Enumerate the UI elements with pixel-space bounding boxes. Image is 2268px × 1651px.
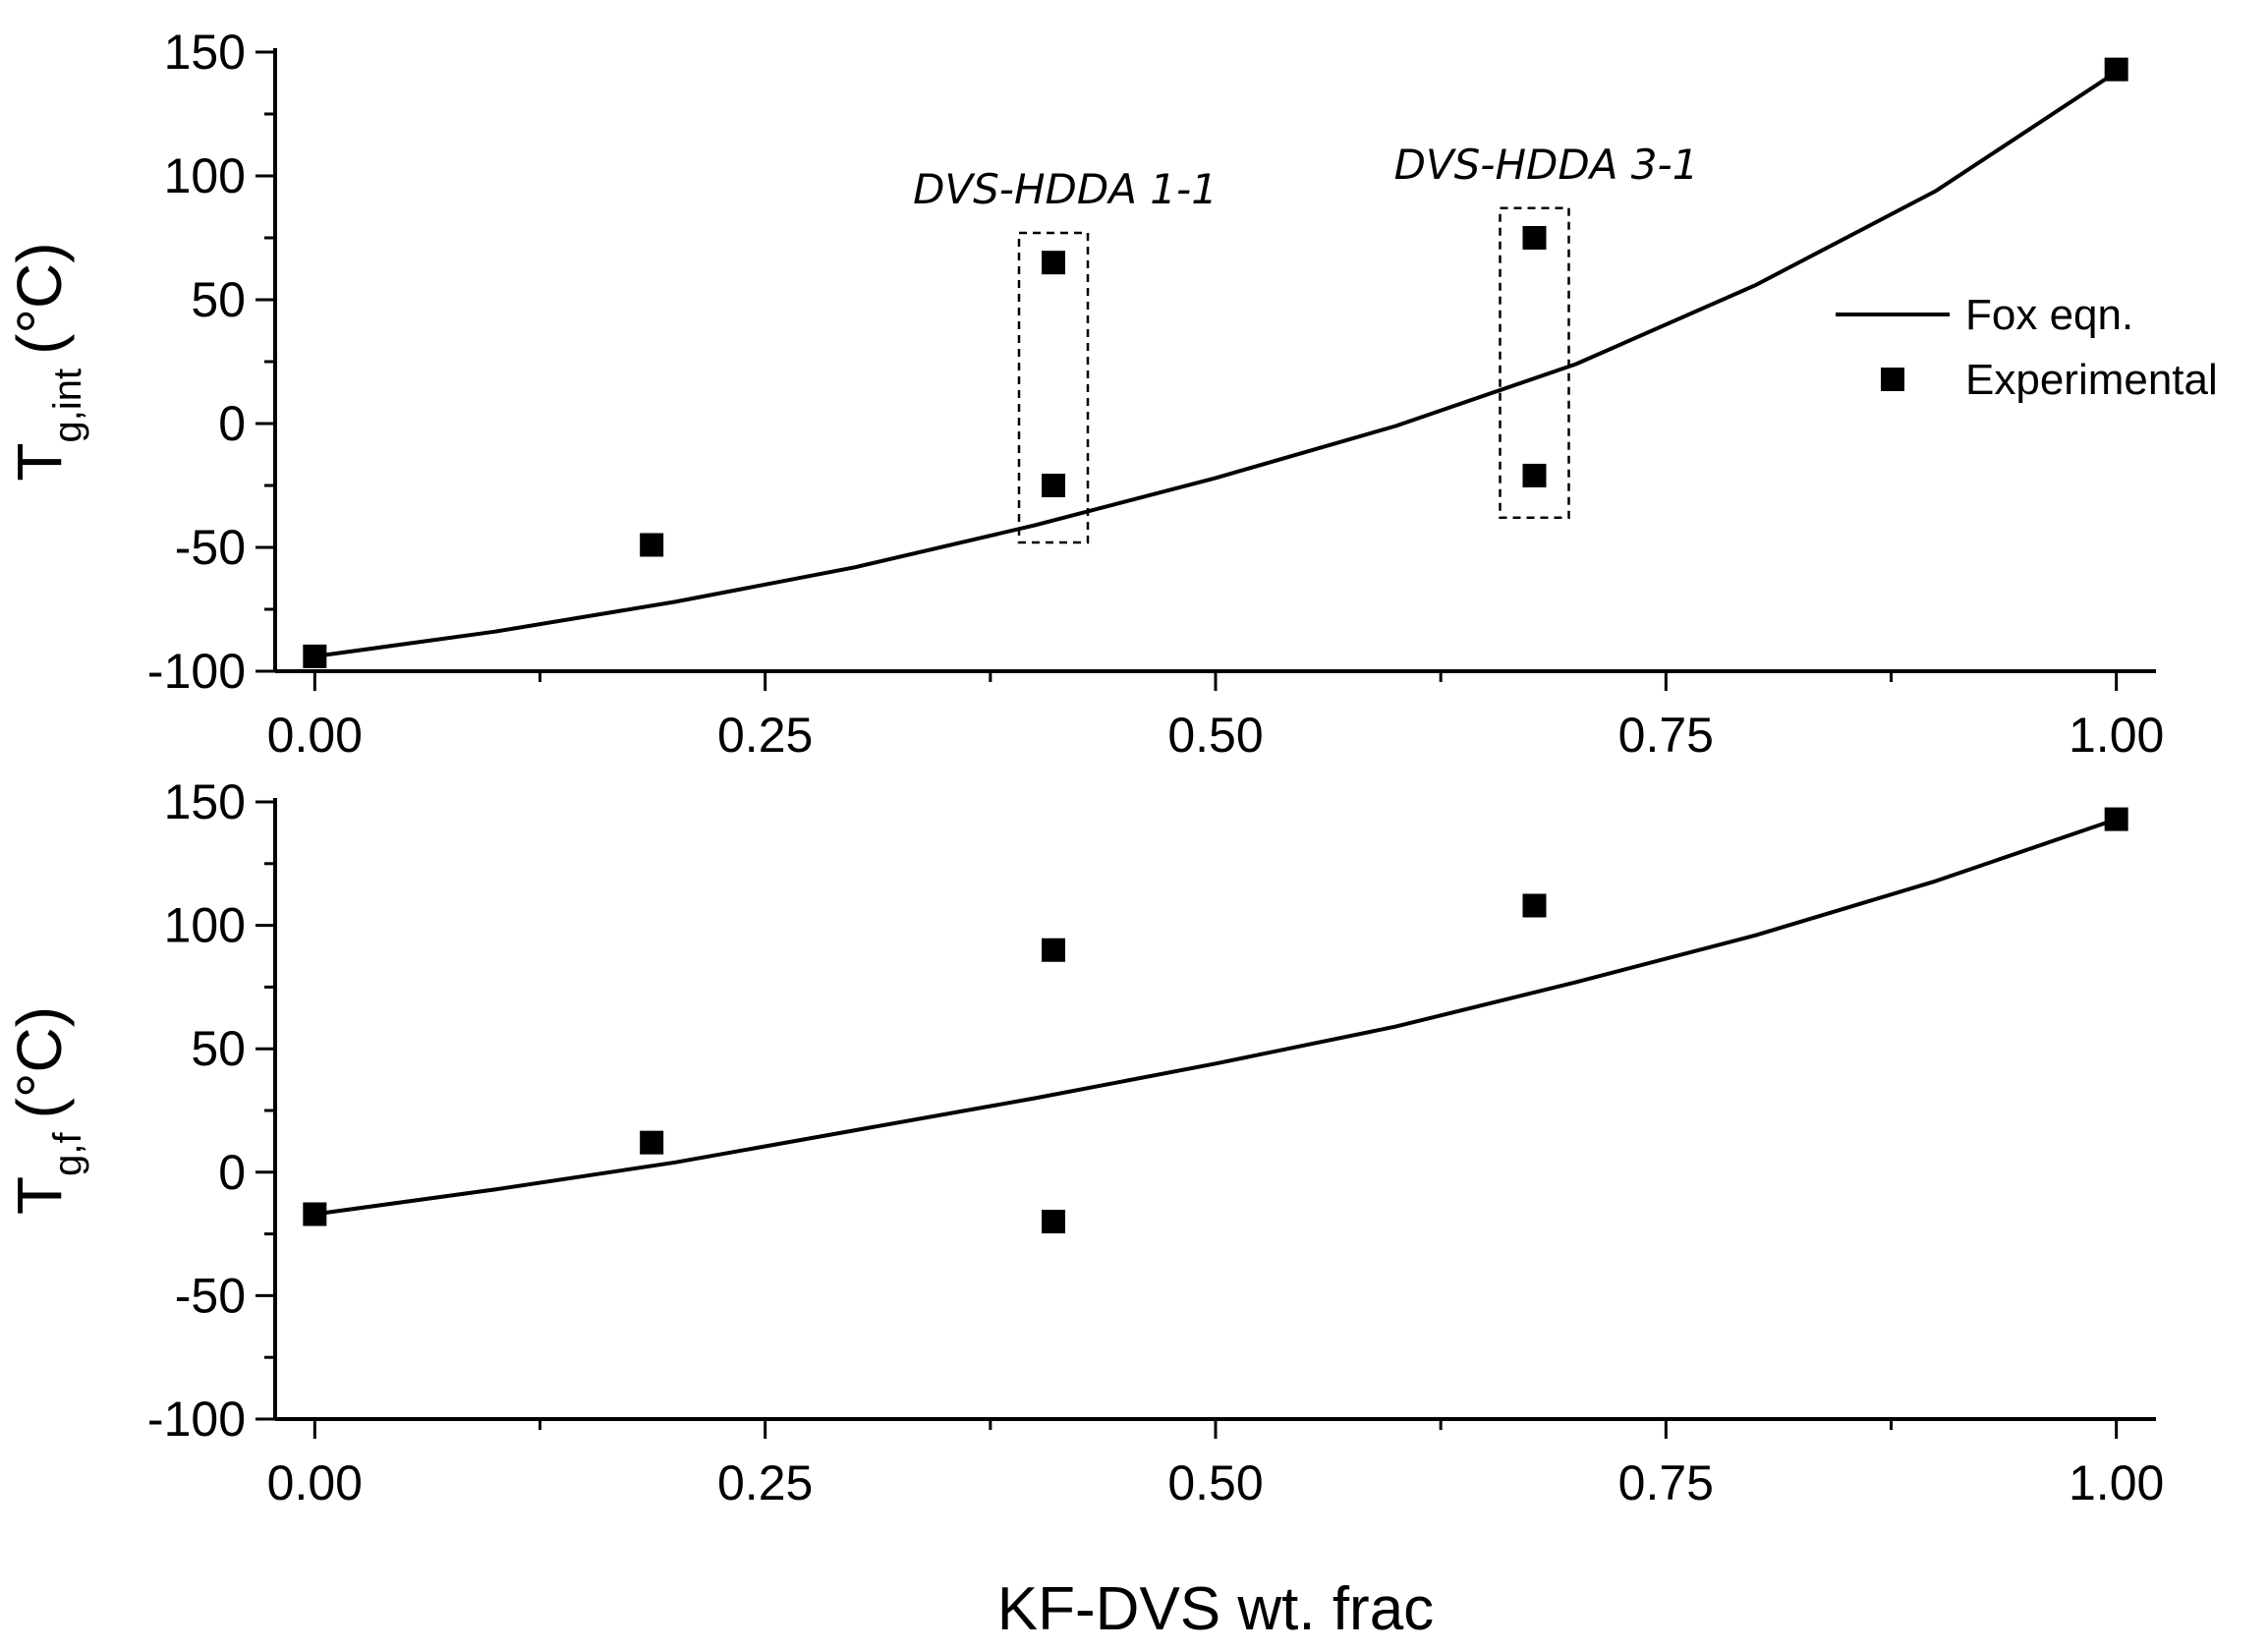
experimental-point: [2104, 57, 2128, 82]
y-tick-label: 100: [164, 148, 246, 203]
experimental-point: [1042, 938, 1065, 962]
experimental-point: [1042, 251, 1065, 275]
experimental-point: [303, 1202, 327, 1226]
y-tick-label: -100: [147, 1392, 246, 1447]
x-tick-label: 0.25: [717, 1455, 813, 1510]
panel-bottom: -100 -50 0 50 100 150 0.00 0.25 0.50 0.75 1.00 Tg,f…: [4, 774, 2164, 1643]
fox-eqn-line: [314, 70, 2118, 658]
y-tick-label: -100: [147, 644, 246, 699]
y-tick-label: -50: [175, 520, 246, 575]
y-tick-label: 0: [218, 1145, 246, 1200]
legend-square-symbol: [1881, 368, 1904, 391]
experimental-point: [303, 644, 327, 668]
legend-label: Experimental: [1965, 356, 2218, 404]
experimental-point: [1042, 1210, 1065, 1234]
y-tick-label: 150: [164, 25, 246, 80]
experimental-point: [1522, 463, 1547, 487]
annotation-label: DVS-HDDA 1-1: [913, 165, 1218, 213]
experimental-point: [1042, 474, 1065, 497]
y-axis-label: Tg,f (°C): [4, 1006, 89, 1215]
y-axis-label: Tg,int (°C): [4, 242, 89, 481]
y-tick-label: 50: [191, 272, 246, 327]
y-tick-label: 0: [218, 396, 246, 451]
y-axis-label-subscript: g,int: [46, 369, 89, 443]
experimental-point: [1522, 226, 1547, 250]
annotation-label: DVS-HDDA 3-1: [1394, 141, 1699, 189]
x-tick-label: 1.00: [2069, 1455, 2164, 1510]
x-axis-label: KF-DVS wt. frac: [997, 1575, 1434, 1643]
y-axis-label-unit: (°C): [4, 242, 75, 354]
x-tick-label: 0.25: [717, 708, 813, 763]
y-axis-label-main: T: [4, 1176, 75, 1215]
x-tick-label: 0.00: [267, 1455, 363, 1510]
y-tick-label: 50: [191, 1021, 246, 1076]
experimental-point: [640, 1130, 664, 1155]
y-tick-label: -50: [175, 1268, 246, 1323]
y-tick-label: 100: [164, 898, 246, 953]
y-axis-label-subscript: g,f: [46, 1132, 89, 1176]
experimental-point: [1522, 893, 1547, 918]
x-tick-label: 0.75: [1618, 1455, 1714, 1510]
annotation-box: [1017, 231, 1090, 544]
panel-top: -100 -50 0 50 100 150 0.00 0.25 0.50 0.75 1.00 Tg,i…: [4, 25, 2218, 763]
y-axis-label-unit: (°C): [4, 1006, 75, 1118]
x-tick-label: 0.75: [1618, 708, 1714, 763]
y-tick-label: 150: [164, 774, 246, 829]
x-tick-label: 0.00: [267, 708, 363, 763]
experimental-point: [640, 533, 664, 557]
x-tick-label: 0.50: [1167, 1455, 1263, 1510]
x-tick-label: 0.50: [1167, 708, 1263, 763]
x-tick-label: 1.00: [2069, 708, 2164, 763]
y-axis-label-main: T: [4, 442, 75, 481]
legend-label: Fox eqn.: [1965, 291, 2133, 339]
fox-eqn-line: [314, 817, 2118, 1217]
annotation-box: [1499, 206, 1570, 520]
experimental-point: [2104, 807, 2128, 831]
